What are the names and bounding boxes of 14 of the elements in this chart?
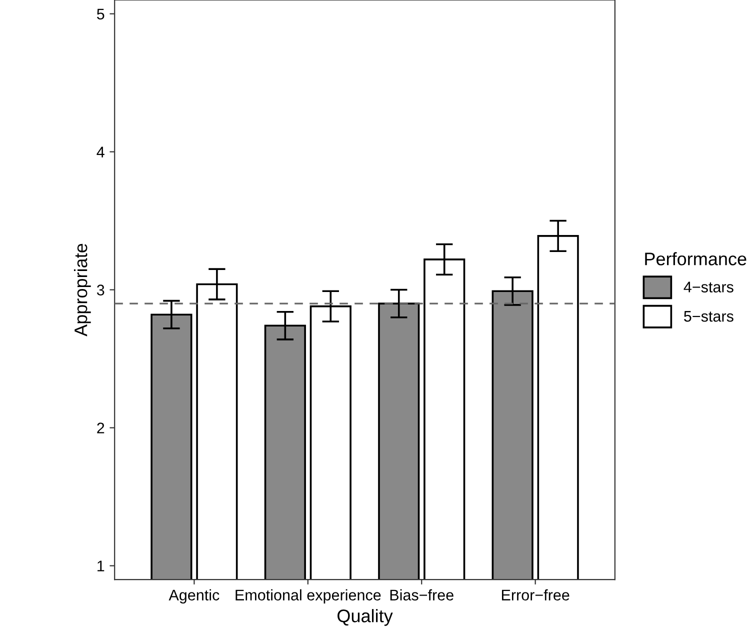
legend-label: 5−stars [684, 311, 734, 322]
y-tick-label: 4 [96, 146, 104, 158]
x-tick-label: Bias−free [390, 589, 454, 600]
x-tick-label: Agentic [168, 589, 220, 604]
y-tick-label: 1 [98, 560, 104, 572]
y-tick-label: 3 [96, 284, 104, 296]
x-tick-label: Emotional experience [236, 589, 381, 604]
legend-title: Performance [645, 252, 746, 266]
y-tick-label: 5 [96, 8, 104, 20]
x-axis-title: Quality [338, 609, 393, 626]
x-tick-label: Error−free [502, 589, 570, 600]
y-tick-label: 2 [97, 422, 104, 434]
legend-label: 4−stars [684, 282, 734, 292]
y-axis-title: Appropriate [74, 244, 91, 336]
